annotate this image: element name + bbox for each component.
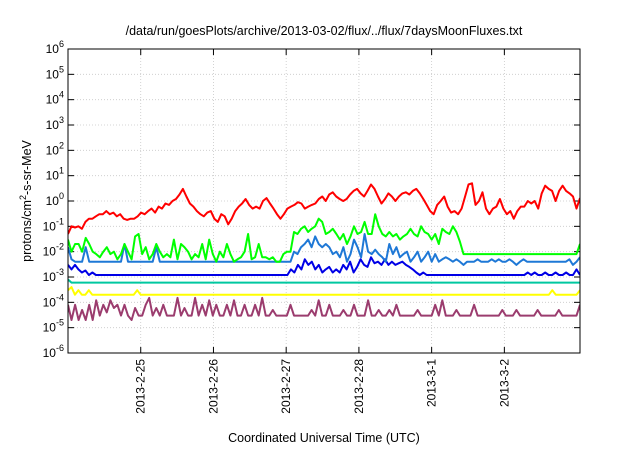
y-tick-label: 102 xyxy=(46,140,64,157)
x-tick-label: 2013-3-2 xyxy=(497,359,511,407)
y-tick-label: 100 xyxy=(46,191,64,208)
y-tick-label: 104 xyxy=(46,90,64,107)
x-axis-label: Coordinated Universal Time (UTC) xyxy=(228,431,420,445)
y-tick-label: 10-1 xyxy=(43,216,64,233)
series-line xyxy=(68,286,580,296)
y-tick-label: 10-5 xyxy=(43,318,64,335)
series-line xyxy=(68,233,580,266)
series-line xyxy=(68,213,580,263)
x-tick-label: 2013-2-26 xyxy=(206,359,220,414)
x-tick-label: 2013-3-1 xyxy=(425,359,439,407)
x-tick-label: 2013-2-25 xyxy=(134,359,148,414)
series-lines xyxy=(68,182,580,321)
y-axis-label: protons/cm2-s-sr-MeV xyxy=(18,139,34,261)
series-line xyxy=(68,278,580,284)
y-tick-label: 101 xyxy=(46,166,64,183)
y-tick-label: 103 xyxy=(46,115,64,132)
x-tick-labels: 2013-2-25 2013-2-26 2013-2-27 2013-2-28 2013… xyxy=(134,359,512,414)
x-tick-label: 2013-2-27 xyxy=(279,359,293,414)
chart-title: /data/run/goesPlots/archive/2013-03-02/f… xyxy=(126,24,523,38)
x-tick-label: 2013-2-28 xyxy=(352,359,366,414)
y-tick-label: 10-2 xyxy=(43,242,64,259)
y-tick-label: 10-4 xyxy=(43,292,64,309)
y-tick-label: 10-3 xyxy=(43,267,64,284)
series-line xyxy=(68,296,580,321)
y-tick-label: 105 xyxy=(46,64,64,81)
series-line xyxy=(68,256,580,276)
y-tick-label: 10-6 xyxy=(43,343,64,360)
y-tick-label: 106 xyxy=(46,39,64,56)
plot-frame xyxy=(67,48,581,354)
series-line xyxy=(68,182,580,235)
y-tick-labels: 10-6 10-5 10-4 10-3 10-2 10-1 100 101 102 103 104 1… xyxy=(43,39,64,360)
